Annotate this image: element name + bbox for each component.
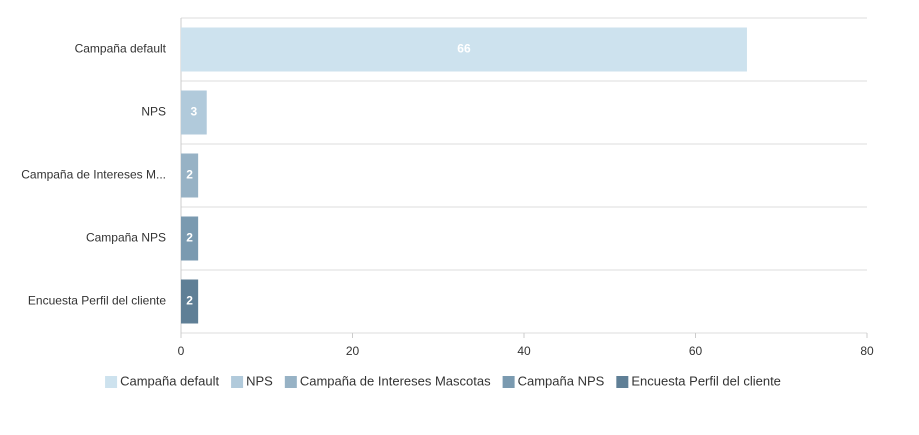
x-tick-label: 60: [689, 344, 703, 358]
value-label: 2: [186, 294, 193, 308]
legend: Campaña default NPS Campaña de Intereses M…: [105, 373, 781, 388]
y-tick-label: Campaña NPS: [86, 231, 166, 245]
value-label: 2: [186, 231, 193, 245]
legend-swatch: [616, 376, 629, 388]
legend-label: Campaña NPS: [518, 373, 605, 388]
bar: [181, 279, 199, 324]
y-tick-label: Campaña default: [75, 42, 167, 56]
value-label: 3: [191, 105, 198, 119]
y-tick-label: Campaña de Intereses M...: [21, 168, 166, 182]
y-tick-label: NPS: [141, 105, 166, 119]
bar: [181, 90, 207, 135]
legend-swatch: [502, 376, 515, 388]
bar: [181, 153, 199, 198]
legend-label: NPS: [246, 373, 273, 388]
legend-swatch: [105, 376, 118, 388]
bar: [181, 216, 199, 261]
legend-label: Campaña de Intereses Mascotas: [300, 373, 491, 388]
x-tick-label: 20: [346, 344, 360, 358]
bar: [181, 27, 747, 72]
value-label: 2: [186, 168, 193, 182]
y-tick-label: Encuesta Perfil del cliente: [28, 294, 166, 308]
legend-label: Campaña default: [120, 373, 219, 388]
legend-swatch: [284, 376, 297, 388]
legend-swatch: [231, 376, 244, 388]
x-tick-label: 0: [178, 344, 185, 358]
legend-label: Encuesta Perfil del cliente: [631, 373, 781, 388]
value-label: 66: [457, 42, 471, 56]
x-tick-label: 40: [517, 344, 531, 358]
x-tick-label: 80: [860, 344, 874, 358]
